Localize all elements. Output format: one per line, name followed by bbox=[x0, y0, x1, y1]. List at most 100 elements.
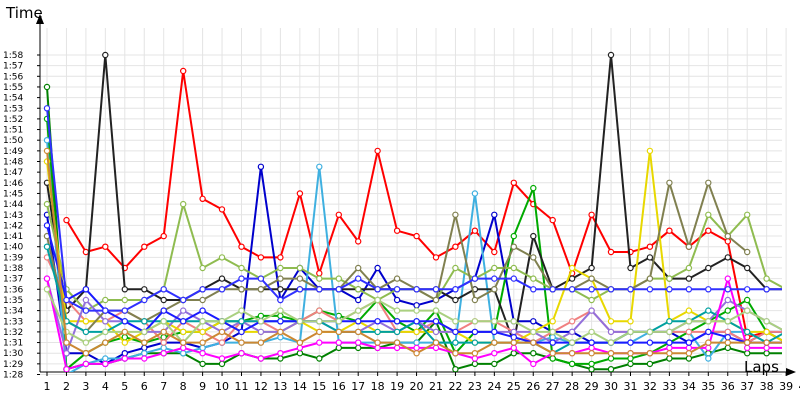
data-point bbox=[724, 238, 732, 245]
data-point bbox=[685, 328, 693, 336]
data-point bbox=[238, 286, 245, 293]
data-point bbox=[199, 318, 206, 325]
data-point bbox=[646, 286, 654, 293]
data-point bbox=[179, 350, 187, 357]
x-axis-title: Laps bbox=[744, 358, 779, 376]
y-tick-label: 1:45 bbox=[3, 189, 23, 199]
data-point bbox=[705, 355, 712, 362]
data-point bbox=[627, 286, 634, 293]
x-tick-label: 23 bbox=[468, 380, 482, 393]
data-point bbox=[763, 286, 770, 293]
data-point bbox=[141, 344, 148, 352]
data-point bbox=[530, 184, 537, 192]
data-point bbox=[705, 307, 712, 314]
data-point bbox=[413, 339, 420, 346]
data-point bbox=[607, 355, 615, 362]
data-point bbox=[491, 350, 498, 357]
data-point bbox=[160, 339, 167, 346]
data-point bbox=[588, 307, 595, 314]
data-point bbox=[102, 51, 109, 59]
y-tick-label: 1:57 bbox=[3, 62, 23, 72]
data-point bbox=[568, 339, 576, 346]
data-point bbox=[238, 243, 245, 250]
data-point bbox=[316, 318, 323, 325]
data-point bbox=[335, 339, 342, 346]
data-point bbox=[393, 286, 401, 293]
x-tick-label: 35 bbox=[701, 380, 715, 393]
data-point bbox=[316, 307, 323, 314]
x-tick-label: 26 bbox=[526, 380, 540, 393]
x-tick-label: 29 bbox=[585, 380, 599, 393]
data-point bbox=[43, 200, 51, 208]
data-point bbox=[510, 264, 517, 272]
data-point bbox=[705, 286, 712, 293]
data-point bbox=[218, 275, 226, 282]
data-point bbox=[43, 286, 51, 293]
data-point bbox=[549, 355, 556, 362]
x-tick-label: 12 bbox=[254, 380, 268, 393]
x-tick-label: 27 bbox=[546, 380, 560, 393]
data-point bbox=[43, 105, 51, 112]
x-tick-label: 18 bbox=[371, 380, 385, 393]
data-point bbox=[335, 344, 342, 352]
data-point bbox=[218, 254, 226, 261]
data-point bbox=[277, 334, 284, 341]
data-point bbox=[316, 270, 323, 277]
data-point bbox=[43, 136, 51, 144]
x-tick-label: 30 bbox=[604, 380, 618, 393]
data-point bbox=[568, 275, 576, 282]
data-point bbox=[724, 296, 732, 304]
data-point bbox=[121, 339, 129, 346]
data-point bbox=[646, 328, 654, 336]
data-point bbox=[121, 328, 129, 336]
series-17 bbox=[43, 105, 782, 314]
data-point bbox=[43, 147, 51, 155]
data-point bbox=[355, 318, 362, 325]
data-point bbox=[471, 355, 479, 362]
data-point bbox=[257, 339, 265, 346]
data-point bbox=[413, 344, 420, 352]
data-point bbox=[277, 312, 284, 320]
data-point bbox=[238, 318, 245, 325]
data-point bbox=[510, 344, 517, 352]
data-point bbox=[63, 339, 70, 346]
data-point bbox=[685, 318, 693, 325]
data-point bbox=[646, 339, 654, 346]
data-point bbox=[238, 339, 245, 346]
data-point bbox=[257, 318, 265, 325]
data-point bbox=[257, 328, 265, 336]
series-line bbox=[46, 150, 782, 355]
tick-labels: 1:281:291:301:311:321:331:341:351:361:37… bbox=[3, 51, 800, 393]
data-point bbox=[218, 206, 226, 213]
data-point bbox=[471, 227, 479, 234]
data-point bbox=[393, 307, 401, 314]
data-point bbox=[393, 227, 401, 234]
data-point bbox=[374, 318, 381, 325]
data-point bbox=[277, 296, 284, 304]
data-point bbox=[121, 307, 129, 314]
y-tick-label: 1:48 bbox=[3, 158, 23, 168]
data-point bbox=[530, 232, 537, 240]
data-point bbox=[102, 318, 109, 325]
data-point bbox=[685, 286, 693, 293]
x-tick-label: 32 bbox=[643, 380, 657, 393]
data-point bbox=[296, 344, 304, 352]
data-point bbox=[121, 296, 129, 304]
data-point bbox=[179, 296, 187, 304]
data-point bbox=[82, 318, 90, 325]
data-point bbox=[607, 350, 615, 357]
data-point bbox=[141, 339, 148, 346]
y-tick-label: 1:35 bbox=[3, 296, 23, 306]
x-tick-label: 8 bbox=[180, 380, 187, 393]
data-point bbox=[588, 366, 595, 372]
data-point bbox=[588, 211, 595, 218]
data-point bbox=[491, 248, 498, 256]
data-point bbox=[82, 307, 90, 314]
data-point bbox=[218, 355, 226, 362]
series-line bbox=[65, 70, 782, 342]
data-point bbox=[646, 147, 654, 155]
data-point bbox=[744, 350, 751, 357]
data-point bbox=[588, 360, 595, 368]
